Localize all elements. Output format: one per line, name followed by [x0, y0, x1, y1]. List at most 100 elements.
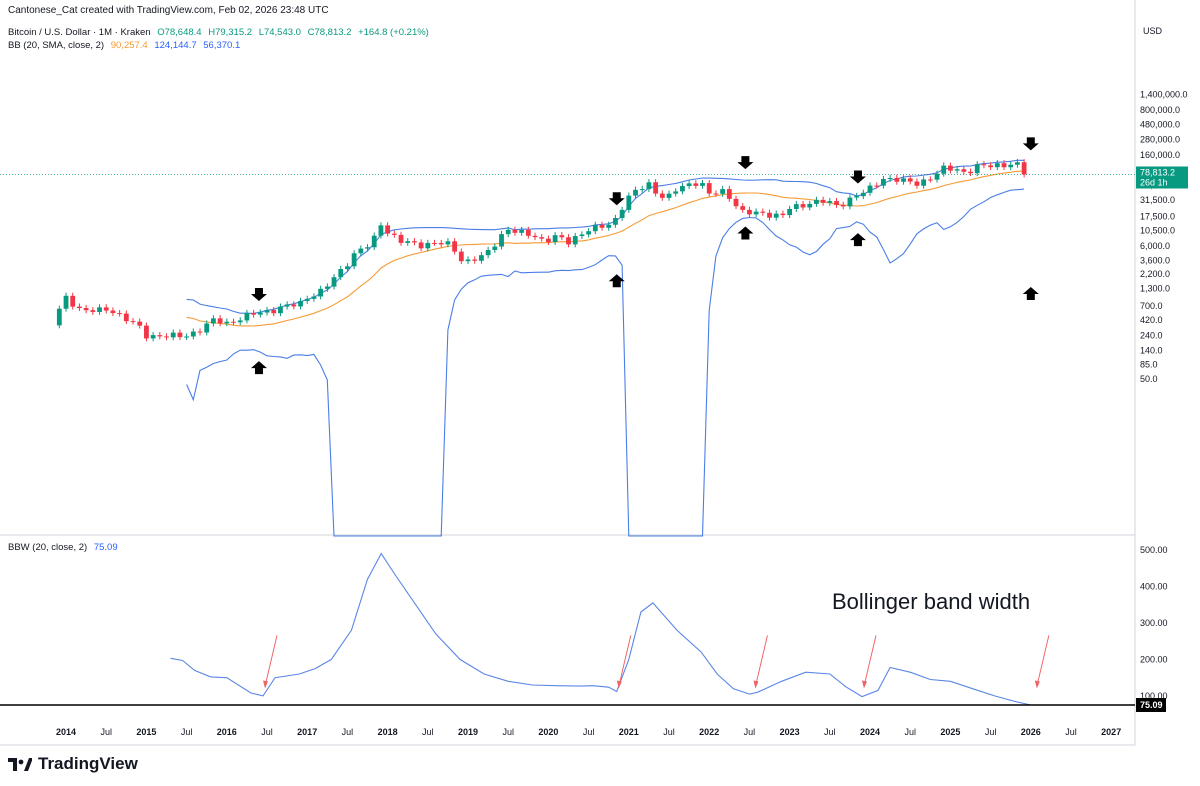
- time-tick-label: 2024: [860, 727, 880, 737]
- candle-body: [639, 189, 645, 191]
- time-tick-label: 2017: [297, 727, 317, 737]
- candle-body: [827, 201, 833, 203]
- bbw-tick-label: 500.00: [1140, 545, 1168, 555]
- candle-body: [385, 225, 391, 234]
- note-arrow-line: [754, 635, 768, 687]
- bbw-tick-label: 200.00: [1140, 654, 1168, 664]
- bbw-line: [170, 552, 1031, 706]
- bbw-last-badge: [1136, 698, 1166, 712]
- candle-body: [492, 246, 498, 251]
- candle-body: [994, 163, 1000, 168]
- candle-body: [613, 217, 618, 225]
- candle-body: [144, 325, 149, 339]
- candle-body: [164, 336, 169, 338]
- candle-body: [814, 199, 819, 204]
- candle-body: [927, 179, 933, 181]
- candle-body: [673, 191, 679, 194]
- candle-body: [686, 183, 692, 187]
- time-tick-label: 2016: [217, 727, 237, 737]
- candle-body: [901, 178, 906, 182]
- time-tick-label: Jul: [100, 727, 112, 737]
- candle-body: [264, 310, 270, 313]
- time-tick-label: Jul: [985, 727, 997, 737]
- time-tick-label: 2018: [378, 727, 398, 737]
- time-tick-label: Jul: [261, 727, 273, 737]
- squeeze-up-arrow: [250, 361, 267, 375]
- candle-body: [311, 296, 317, 299]
- candle-body: [586, 231, 592, 235]
- candle-body: [90, 310, 96, 312]
- candle-body: [546, 238, 551, 243]
- bbw-tick-label: 100.00: [1140, 691, 1168, 701]
- tradingview-brand[interactable]: TradingView: [8, 754, 138, 774]
- candle-body: [566, 237, 571, 245]
- candle-body: [948, 165, 953, 171]
- candle-body: [907, 178, 913, 182]
- candle-body: [211, 318, 216, 324]
- price-tick-label: 700.0: [1140, 301, 1163, 311]
- note-arrow-line: [863, 635, 877, 687]
- open-value: O78,648.4: [157, 27, 202, 38]
- candle-body: [713, 193, 719, 195]
- bb-basis-line: [186, 170, 1025, 327]
- candle-body: [894, 177, 900, 182]
- candle-body: [70, 295, 76, 307]
- bbw-tick-label: 300.00: [1140, 618, 1168, 628]
- candle-body: [412, 241, 417, 243]
- candle-body: [954, 169, 960, 171]
- candle-body: [592, 224, 598, 232]
- candle-body: [77, 306, 82, 309]
- candle-body: [606, 224, 612, 228]
- candle-body: [572, 236, 578, 245]
- candle-body: [190, 331, 196, 337]
- candle-body: [378, 225, 384, 236]
- candle-body: [961, 169, 967, 172]
- close-value: C78,813.2: [307, 27, 352, 38]
- price-tick-label: 85.0: [1140, 359, 1158, 369]
- candle-body: [807, 203, 813, 208]
- candle-body: [881, 179, 886, 186]
- candle-body: [659, 193, 665, 198]
- candle-body: [499, 234, 504, 247]
- candle-body: [63, 295, 69, 309]
- candle-body: [291, 304, 297, 307]
- note-arrow-line: [264, 635, 278, 687]
- candle-body: [974, 164, 980, 174]
- candle-body: [231, 321, 236, 323]
- candle-body: [458, 251, 464, 262]
- candle-body: [680, 186, 685, 192]
- price-tick-label: 3,600.0: [1140, 255, 1170, 265]
- candle-body: [941, 165, 947, 174]
- candle-body: [532, 235, 538, 238]
- symbol-name[interactable]: Bitcoin / U.S. Dollar · 1M · Kraken: [8, 27, 151, 38]
- candle-body: [793, 204, 799, 209]
- candle-body: [345, 266, 350, 270]
- note-arrow-head: [263, 680, 268, 689]
- candle-body: [726, 189, 732, 199]
- candle-body: [1021, 162, 1027, 175]
- candle-body: [887, 177, 893, 180]
- note-arrow-head: [861, 680, 867, 689]
- bbw-legend[interactable]: BBW (20, close, 2) 75.09: [8, 542, 122, 553]
- time-tick-label: 2020: [538, 727, 558, 737]
- candle-body: [479, 255, 484, 261]
- change-value: +164.8 (+0.21%): [358, 27, 429, 38]
- candle-body: [854, 196, 860, 198]
- candle-body: [465, 259, 471, 262]
- time-tick-label: 2015: [136, 727, 156, 737]
- candle-body: [1008, 164, 1014, 168]
- candle-body: [840, 204, 846, 207]
- candle-body: [512, 229, 518, 233]
- time-tick-label: Jul: [422, 727, 434, 737]
- candle-body: [298, 300, 303, 307]
- candle-body: [244, 312, 250, 321]
- candle-body: [351, 253, 357, 267]
- candle-body: [874, 185, 880, 187]
- price-tick-label: 420.0: [1140, 315, 1163, 325]
- price-tick-label: 50.0: [1140, 374, 1158, 384]
- price-tick-label: 10,500.0: [1140, 226, 1175, 236]
- candle-body: [324, 286, 330, 289]
- candle-body: [391, 233, 397, 235]
- bb-legend[interactable]: BB (20, SMA, close, 2) 90,257.4 124,144.…: [8, 40, 244, 51]
